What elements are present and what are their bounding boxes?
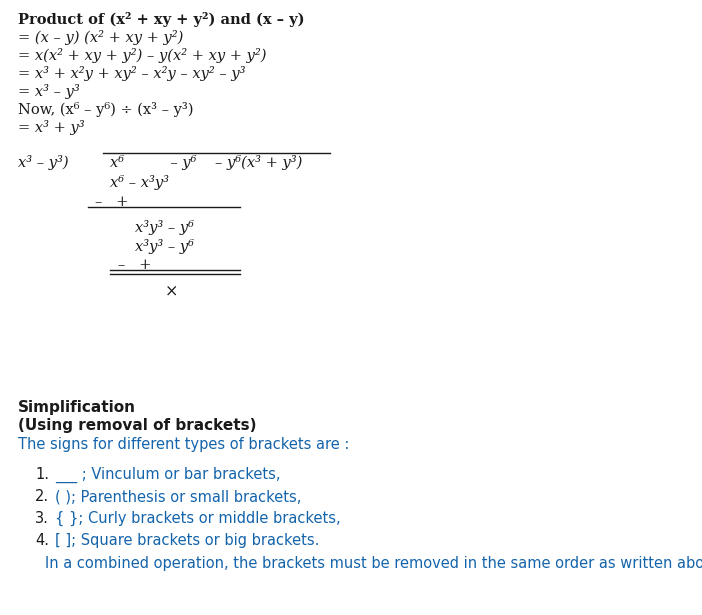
Text: Simplification: Simplification — [18, 400, 136, 415]
Text: x⁶ – x³y³: x⁶ – x³y³ — [110, 175, 169, 190]
Text: x³ – y³): x³ – y³) — [18, 155, 69, 170]
Text: 1.: 1. — [35, 467, 49, 482]
Text: The signs for different types of brackets are :: The signs for different types of bracket… — [18, 437, 350, 452]
Text: – y⁶(x³ + y³): – y⁶(x³ + y³) — [215, 155, 303, 170]
Text: (Using removal of brackets): (Using removal of brackets) — [18, 418, 256, 433]
Text: [ ]; Square brackets or big brackets.: [ ]; Square brackets or big brackets. — [55, 533, 319, 548]
Text: Product of (x² + xy + y²) and (x – y): Product of (x² + xy + y²) and (x – y) — [18, 12, 305, 27]
Text: –   +: – + — [95, 195, 128, 209]
Text: x⁶          – y⁶: x⁶ – y⁶ — [110, 155, 197, 170]
Text: = (x – y) (x² + xy + y²): = (x – y) (x² + xy + y²) — [18, 30, 183, 45]
Text: 4.: 4. — [35, 533, 49, 548]
Text: ×: × — [165, 283, 178, 300]
Text: In a combined operation, the brackets must be removed in the same order as writt: In a combined operation, the brackets mu… — [45, 556, 702, 571]
Text: = x³ – y³: = x³ – y³ — [18, 84, 80, 99]
Text: 3.: 3. — [35, 511, 49, 526]
Text: Now, (x⁶ – y⁶) ÷ (x³ – y³): Now, (x⁶ – y⁶) ÷ (x³ – y³) — [18, 102, 194, 117]
Text: { }; Curly brackets or middle brackets,: { }; Curly brackets or middle brackets, — [55, 511, 340, 526]
Text: = x³ + x²y + xy² – x²y – xy² – y³: = x³ + x²y + xy² – x²y – xy² – y³ — [18, 66, 246, 81]
Text: 2.: 2. — [35, 489, 49, 504]
Text: –   +: – + — [118, 258, 152, 272]
Text: x³y³ – y⁶: x³y³ – y⁶ — [135, 239, 194, 254]
Text: ( ); Parenthesis or small brackets,: ( ); Parenthesis or small brackets, — [55, 489, 301, 504]
Text: x³y³ – y⁶: x³y³ – y⁶ — [135, 220, 194, 235]
Text: = x³ + y³: = x³ + y³ — [18, 120, 85, 135]
Text: = x(x² + xy + y²) – y(x² + xy + y²): = x(x² + xy + y²) – y(x² + xy + y²) — [18, 48, 267, 63]
Text: ___ ; Vinculum or bar brackets,: ___ ; Vinculum or bar brackets, — [55, 467, 281, 483]
